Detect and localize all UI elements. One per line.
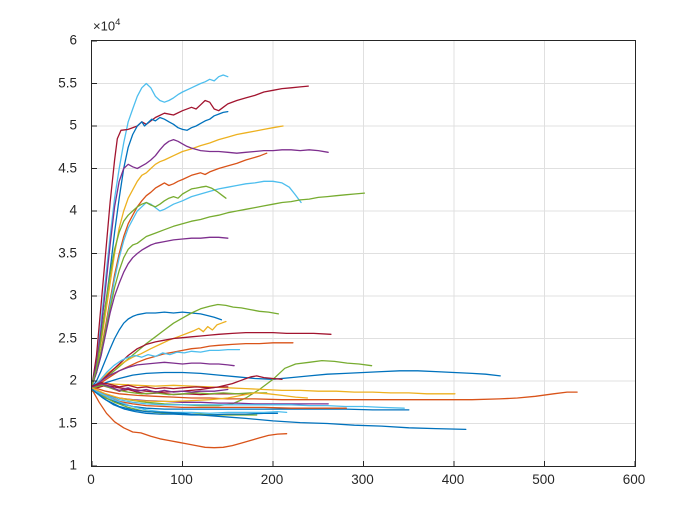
y-tick-label-2.5: 2.5	[58, 330, 77, 345]
y-tick-label-2: 2	[69, 372, 77, 388]
series-line-12-green	[92, 303, 280, 389]
y-tick-label-4.5: 4.5	[58, 160, 77, 175]
series-line-10-green	[92, 185, 227, 386]
chart-svg	[92, 41, 635, 466]
series-line-24-cyan	[92, 388, 405, 409]
x-tick-label-500: 500	[532, 472, 555, 487]
x-tick-label-400: 400	[441, 472, 465, 487]
series-line-36-darkred	[92, 382, 229, 390]
series-line-31-purple	[92, 382, 229, 393]
y-tick-label-6: 6	[69, 32, 77, 48]
x-tick-label-100: 100	[170, 472, 193, 487]
series-line-35-blue	[92, 388, 467, 431]
y-tick-label-1: 1	[69, 457, 77, 473]
x-tick-label-200: 200	[260, 472, 284, 487]
x-tick-label-600: 600	[622, 472, 646, 487]
series-line-01-cyan	[92, 74, 229, 386]
series-line-06-orange	[92, 152, 268, 386]
series-line-22-orange	[92, 386, 578, 401]
series-line-05-purple	[92, 138, 329, 386]
x-tick-label-300: 300	[351, 472, 374, 487]
y-tick-label-3: 3	[69, 287, 77, 303]
series-line-17-purple	[92, 361, 235, 389]
y-tick-label-1.5: 1.5	[58, 415, 77, 430]
series-line-30-yellow	[92, 387, 309, 403]
series-line-09-purple	[92, 236, 229, 386]
series-line-32-blue	[92, 388, 279, 416]
plot-area	[91, 40, 636, 467]
series-line-18-blue	[92, 370, 501, 391]
series-line-21-yellow	[92, 382, 456, 395]
y-axis-exponent-label: ×104	[93, 17, 121, 34]
series-line-03-blue	[92, 110, 229, 386]
series-line-08-green	[92, 192, 366, 386]
series-line-16-cyan	[92, 348, 241, 389]
series-line-34-orange	[92, 388, 288, 449]
series-line-07-cyan	[92, 180, 302, 386]
y-tick-label-3.5: 3.5	[58, 245, 77, 260]
series-line-02-darkred	[92, 85, 309, 386]
y-tick-label-5: 5	[69, 117, 77, 133]
series-line-11-blue	[92, 311, 223, 388]
y-tick-label-5.5: 5.5	[58, 75, 77, 90]
x-tick-label-0: 0	[87, 472, 95, 487]
y-tick-label-4: 4	[69, 202, 77, 218]
series-line-04-yellow	[92, 125, 284, 386]
